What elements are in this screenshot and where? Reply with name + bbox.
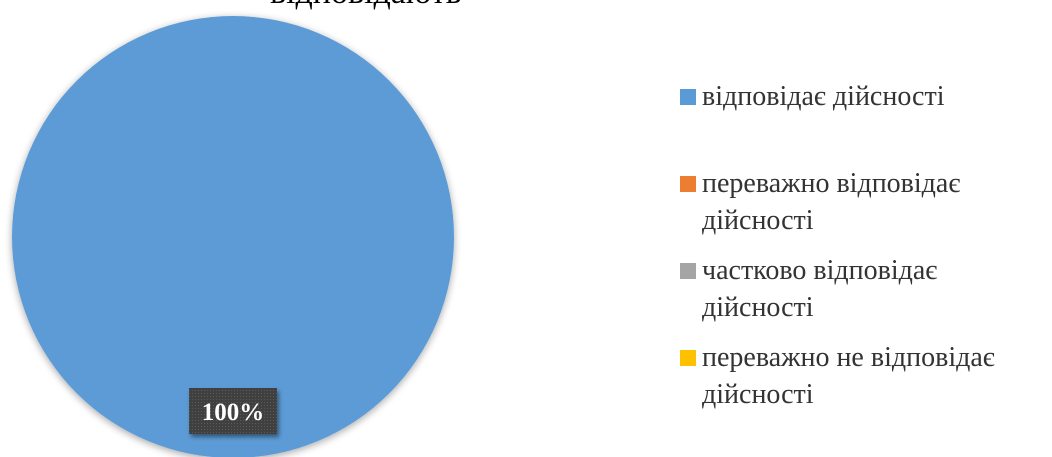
legend-item-1: відповідає дійсності <box>680 78 1047 115</box>
pie-slice-1 <box>12 16 454 457</box>
legend-label: переважно не відповідає дійсності <box>702 342 995 410</box>
legend-swatch <box>680 350 696 366</box>
data-label-1: 100% <box>189 388 277 434</box>
data-label-box <box>189 388 277 434</box>
chart-title-fragment: відповідають <box>270 0 461 12</box>
pie-plot: 100% <box>12 16 454 457</box>
legend-swatch <box>680 176 696 192</box>
legend-item-2: переважно відповідає дійсності <box>680 165 1047 239</box>
legend-label: переважно відповідає дійсності <box>702 168 961 236</box>
legend-swatch <box>680 263 696 279</box>
legend-item-4: переважно не відповідає дійсності <box>680 339 1047 413</box>
legend-label: частково відповідає дійсності <box>702 255 938 323</box>
legend-item-3: частково відповідає дійсності <box>680 252 1047 326</box>
legend-swatch <box>680 89 696 105</box>
data-label-text: 100% <box>202 399 265 426</box>
legend-label: відповідає дійсності <box>702 81 945 112</box>
